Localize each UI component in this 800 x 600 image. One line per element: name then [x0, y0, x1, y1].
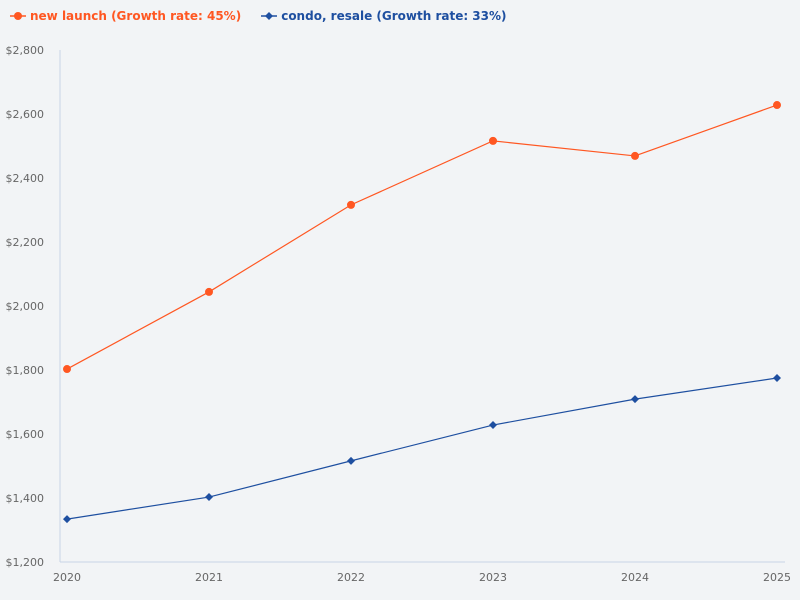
- y-tick-label: $2,600: [6, 108, 45, 121]
- series-line-0: [66, 104, 778, 370]
- legend: new launch (Growth rate: 45%) condo, res…: [10, 9, 507, 23]
- data-point: [205, 287, 213, 296]
- data-point: [773, 101, 781, 110]
- data-point: [489, 136, 497, 145]
- data-point: [63, 515, 71, 524]
- y-tick-label: $2,000: [6, 300, 45, 313]
- y-tick-label: $2,400: [6, 172, 45, 185]
- x-tick-label: 2020: [53, 571, 81, 584]
- diamond-marker-icon: [261, 12, 278, 20]
- data-point: [631, 395, 639, 404]
- data-point: [773, 374, 781, 382]
- legend-item-new-launch[interactable]: new launch (Growth rate: 45%): [10, 9, 241, 23]
- data-point: [631, 151, 639, 160]
- data-point: [347, 200, 355, 209]
- data-point: [63, 365, 71, 374]
- data-point: [489, 421, 497, 430]
- y-tick-label: $1,400: [6, 492, 45, 505]
- y-tick-label: $2,200: [6, 236, 45, 249]
- y-tick-label: $2,800: [6, 44, 45, 57]
- x-tick-label: 2025: [763, 571, 791, 584]
- x-tick-label: 2023: [479, 571, 507, 584]
- circle-marker-icon: [10, 12, 26, 20]
- legend-item-condo-resale[interactable]: condo, resale (Growth rate: 33%): [261, 9, 507, 23]
- x-tick-label: 2024: [621, 571, 649, 584]
- legend-label: condo, resale (Growth rate: 33%): [281, 9, 507, 23]
- legend-label: new launch (Growth rate: 45%): [30, 9, 242, 23]
- data-point: [347, 456, 355, 465]
- x-tick-label: 2021: [195, 571, 223, 584]
- series-line-1: [66, 377, 778, 520]
- y-tick-label: $1,600: [6, 428, 45, 441]
- data-point: [205, 493, 213, 502]
- y-tick-label: $1,800: [6, 364, 45, 377]
- y-tick-label: $1,200: [6, 556, 45, 569]
- x-tick-label: 2022: [337, 571, 365, 584]
